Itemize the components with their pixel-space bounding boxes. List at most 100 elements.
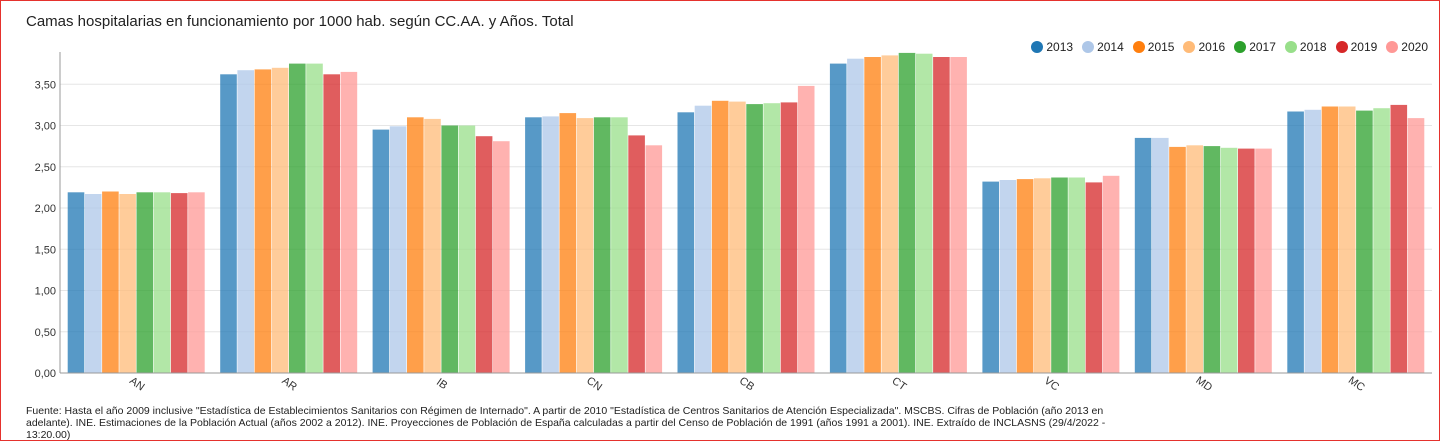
bar-CN-2013[interactable] xyxy=(525,117,542,374)
legend-swatch xyxy=(1132,41,1145,53)
bar-CB-2013[interactable] xyxy=(677,112,695,374)
bar-IB-2020[interactable] xyxy=(493,141,510,373)
bar-VC-2017[interactable] xyxy=(1051,177,1068,374)
bar-AR-2017[interactable] xyxy=(289,63,306,373)
bar-CB-2015[interactable] xyxy=(711,100,729,374)
bar-AN-2018[interactable] xyxy=(153,192,171,373)
bar-MC-2015[interactable] xyxy=(1321,106,1339,374)
legend-label: 2015 xyxy=(1147,40,1175,54)
bar-CN-2020[interactable] xyxy=(645,145,663,373)
x-tick-label: AN xyxy=(127,375,146,394)
legend-swatch xyxy=(1082,41,1095,53)
bar-CT-2017[interactable] xyxy=(898,52,916,374)
bar-AN-2013[interactable] xyxy=(67,192,85,373)
bar-VC-2020[interactable] xyxy=(1102,175,1120,373)
bar-AN-2015[interactable] xyxy=(102,191,119,374)
x-tick-label: VC xyxy=(1042,375,1061,394)
x-tick-label: AR xyxy=(280,375,299,394)
bar-CB-2020[interactable] xyxy=(797,85,815,374)
bar-CT-2020[interactable] xyxy=(950,57,967,373)
bar-IB-2017[interactable] xyxy=(441,125,458,374)
bar-MD-2013[interactable] xyxy=(1134,137,1152,373)
bar-CN-2014[interactable] xyxy=(542,116,559,374)
legend-item-2014[interactable]: 2014 xyxy=(1082,40,1124,54)
bar-IB-2016[interactable] xyxy=(424,118,441,374)
bar-AR-2018[interactable] xyxy=(306,63,323,373)
bar-MD-2017[interactable] xyxy=(1203,146,1221,373)
bar-AN-2017[interactable] xyxy=(136,192,154,373)
bar-IB-2019[interactable] xyxy=(475,136,493,373)
bar-CN-2017[interactable] xyxy=(593,117,611,374)
bar-CT-2016[interactable] xyxy=(881,55,899,374)
bar-MD-2020[interactable] xyxy=(1255,148,1272,373)
bar-VC-2019[interactable] xyxy=(1085,182,1103,373)
y-tick-label: 2,00 xyxy=(35,203,56,215)
bar-MC-2018[interactable] xyxy=(1373,108,1390,373)
source-note: Fuente: Hasta el año 2009 inclusive "Est… xyxy=(26,405,1106,441)
legend-item-2020[interactable]: 2020 xyxy=(1386,40,1428,54)
bar-AR-2014[interactable] xyxy=(237,70,254,373)
bar-VC-2015[interactable] xyxy=(1016,179,1034,373)
bar-MD-2015[interactable] xyxy=(1169,146,1186,373)
legend-item-2018[interactable]: 2018 xyxy=(1284,40,1327,54)
bar-IB-2015[interactable] xyxy=(407,117,424,374)
bar-AN-2014[interactable] xyxy=(84,194,102,373)
bar-AR-2019[interactable] xyxy=(323,74,340,374)
bar-VC-2013[interactable] xyxy=(982,181,999,373)
bar-IB-2013[interactable] xyxy=(372,129,390,373)
bar-AR-2013[interactable] xyxy=(220,74,237,374)
bar-CB-2017[interactable] xyxy=(746,104,763,373)
bar-CB-2014[interactable] xyxy=(694,105,712,373)
legend-label: 2018 xyxy=(1299,40,1327,54)
bar-MD-2014[interactable] xyxy=(1152,137,1169,373)
bar-IB-2018[interactable] xyxy=(458,125,476,374)
bar-VC-2014[interactable] xyxy=(999,180,1017,373)
y-tick-label: 1,50 xyxy=(35,244,56,256)
bar-AR-2020[interactable] xyxy=(340,71,358,374)
legend-item-2016[interactable]: 2016 xyxy=(1183,40,1225,54)
legend-item-2013[interactable]: 2013 xyxy=(1031,40,1073,54)
legend-item-2017[interactable]: 2017 xyxy=(1234,40,1276,54)
bar-CN-2018[interactable] xyxy=(611,117,628,374)
bar-MD-2018[interactable] xyxy=(1220,147,1238,373)
bar-CT-2013[interactable] xyxy=(829,63,847,373)
bar-AR-2015[interactable] xyxy=(254,69,272,374)
bar-CB-2019[interactable] xyxy=(780,102,798,374)
bar-MD-2019[interactable] xyxy=(1238,148,1255,373)
bar-MC-2014[interactable] xyxy=(1304,109,1322,374)
bar-AN-2016[interactable] xyxy=(119,194,136,373)
x-tick-label: CT xyxy=(890,375,909,393)
y-tick-label: 3,00 xyxy=(35,121,56,133)
bar-CT-2014[interactable] xyxy=(847,58,864,373)
bar-MC-2017[interactable] xyxy=(1356,110,1373,373)
bar-CT-2019[interactable] xyxy=(933,57,950,373)
bar-MC-2016[interactable] xyxy=(1338,106,1356,374)
legend-swatch xyxy=(1031,41,1044,53)
bar-AN-2019[interactable] xyxy=(170,193,188,373)
legend-item-2015[interactable]: 2015 xyxy=(1132,40,1175,54)
bar-MC-2020[interactable] xyxy=(1407,118,1425,373)
bar-AR-2016[interactable] xyxy=(271,67,289,374)
y-axis-ticks: 0,00 0,50 1,00 1,50 2,00 2,50 3,00 3,50 xyxy=(35,79,56,380)
bar-CN-2019[interactable] xyxy=(628,135,645,373)
bar-CN-2016[interactable] xyxy=(576,118,594,373)
bar-CT-2015[interactable] xyxy=(864,57,881,373)
legend-label: 2020 xyxy=(1401,40,1428,54)
bar-AN-2020[interactable] xyxy=(188,192,205,373)
x-axis-ticks: AN AR IB CN CB CT VC MD MC xyxy=(127,374,1367,394)
bar-IB-2014[interactable] xyxy=(389,126,407,373)
legend-swatch xyxy=(1234,41,1247,53)
bar-CB-2018[interactable] xyxy=(763,103,781,373)
bar-MC-2019[interactable] xyxy=(1390,104,1408,374)
x-tick-label: CB xyxy=(737,375,756,394)
bar-CN-2015[interactable] xyxy=(559,113,577,373)
bar-VC-2018[interactable] xyxy=(1068,177,1085,374)
bar-MD-2016[interactable] xyxy=(1186,145,1203,373)
bar-CT-2018[interactable] xyxy=(915,53,933,373)
legend-swatch xyxy=(1335,41,1348,53)
bar-MC-2013[interactable] xyxy=(1287,111,1304,374)
bar-VC-2016[interactable] xyxy=(1034,178,1051,373)
legend-item-2019[interactable]: 2019 xyxy=(1335,40,1377,54)
x-tick-label: MC xyxy=(1346,374,1367,394)
bar-CB-2016[interactable] xyxy=(729,101,746,373)
